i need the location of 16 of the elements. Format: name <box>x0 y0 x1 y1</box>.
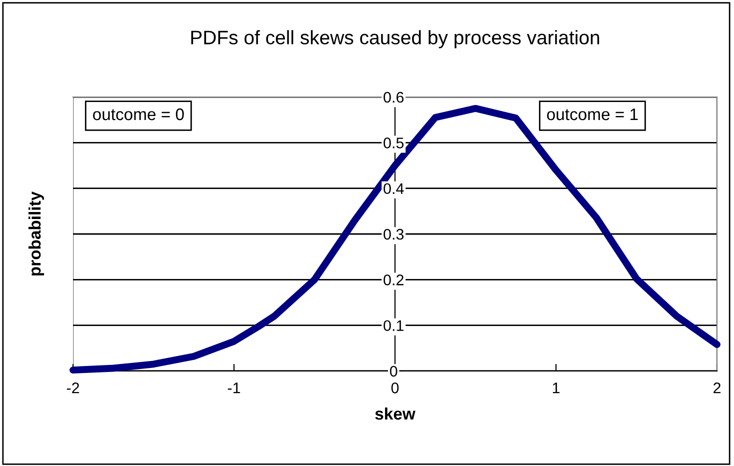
x-tick-label: -1 <box>228 382 240 394</box>
y-tick-label: 0.5 <box>384 138 404 148</box>
x-tick-label: 2 <box>714 382 720 394</box>
x-tick-label: -2 <box>66 382 80 394</box>
y-tick-label: 0.4 <box>384 183 404 194</box>
y-tick-label: 0.3 <box>384 228 404 240</box>
y-tick-label: 0.6 <box>384 92 404 103</box>
chart-title: PDFs of cell skews caused by process variation <box>191 30 600 48</box>
x-axis-title: skew <box>375 407 416 420</box>
y-tick-label: 0 <box>390 366 398 377</box>
x-tick-label: 1 <box>552 382 560 394</box>
annotation: outcome = 0 <box>93 108 184 120</box>
y-axis-title: probability <box>28 191 44 276</box>
y-tick-label: 0.2 <box>384 274 404 286</box>
y-tick-label: 0.1 <box>384 320 404 332</box>
annotation: outcome = 1 <box>547 108 638 120</box>
